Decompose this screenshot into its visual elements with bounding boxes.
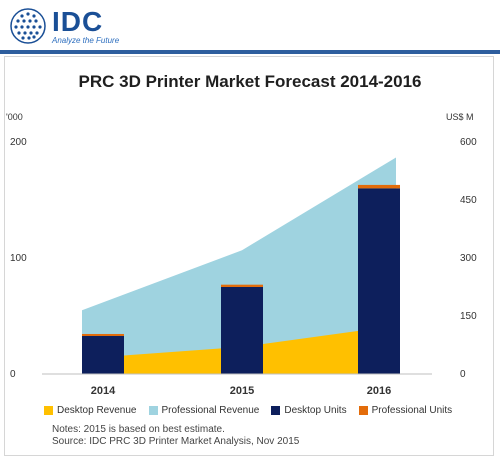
- legend-swatch: [358, 406, 368, 415]
- left-tick-label: 100: [10, 253, 27, 264]
- right-tick-label: 600: [460, 137, 477, 148]
- chart-notes: Notes: 2015 is based on best estimate. S…: [52, 424, 299, 448]
- notes-line: Notes: 2015 is based on best estimate.: [52, 424, 225, 435]
- x-tick-label: 2016: [367, 385, 391, 397]
- right-tick-label: 150: [460, 311, 477, 322]
- bar-desktop-units: [221, 287, 263, 374]
- legend-item-desktop-revenue: Desktop Revenue: [44, 405, 137, 416]
- x-tick-label: 2015: [230, 385, 254, 397]
- bar-professional-units: [221, 284, 263, 287]
- legend-item-professional-units: Professional Units: [358, 405, 453, 416]
- legend-swatch: [148, 406, 158, 415]
- chart-title: PRC 3D Printer Market Forecast 2014-2016: [78, 72, 422, 91]
- right-tick-label: 0: [460, 369, 466, 380]
- legend-label: Desktop Units: [284, 405, 347, 416]
- legend: Desktop Revenue Professional Revenue Des…: [44, 405, 484, 416]
- logo-tagline: Analyze the Future: [52, 36, 120, 45]
- legend-label: Professional Units: [371, 405, 453, 416]
- bar-professional-units: [82, 333, 124, 336]
- left-tick-label: 0: [10, 369, 16, 380]
- area-professional-revenue: [82, 157, 396, 374]
- bar-desktop-units: [358, 188, 400, 374]
- logo-text: IDC: [52, 6, 104, 37]
- header-divider: [0, 50, 500, 54]
- header: IDC Analyze the Future: [0, 0, 500, 56]
- idc-logo: IDC Analyze the Future: [8, 6, 128, 48]
- legend-item-professional-revenue: Professional Revenue: [148, 405, 260, 416]
- legend-item-desktop-units: Desktop Units: [271, 405, 347, 416]
- legend-label: Professional Revenue: [161, 405, 260, 416]
- source-line: Source: IDC PRC 3D Printer Market Analys…: [52, 436, 300, 447]
- left-tick-label: 200: [10, 137, 27, 148]
- right-tick-label: 450: [460, 195, 477, 206]
- bar-desktop-units: [82, 335, 124, 374]
- legend-swatch: [271, 406, 281, 415]
- x-tick-label: 2014: [91, 385, 116, 397]
- bar-professional-units: [358, 184, 400, 189]
- left-axis-unit: '000: [6, 112, 23, 122]
- legend-label: Desktop Revenue: [57, 405, 137, 416]
- globe-icon: [10, 8, 46, 44]
- legend-swatch: [44, 406, 53, 415]
- right-axis-unit: US$ M: [446, 112, 474, 122]
- right-tick-label: 300: [460, 253, 477, 264]
